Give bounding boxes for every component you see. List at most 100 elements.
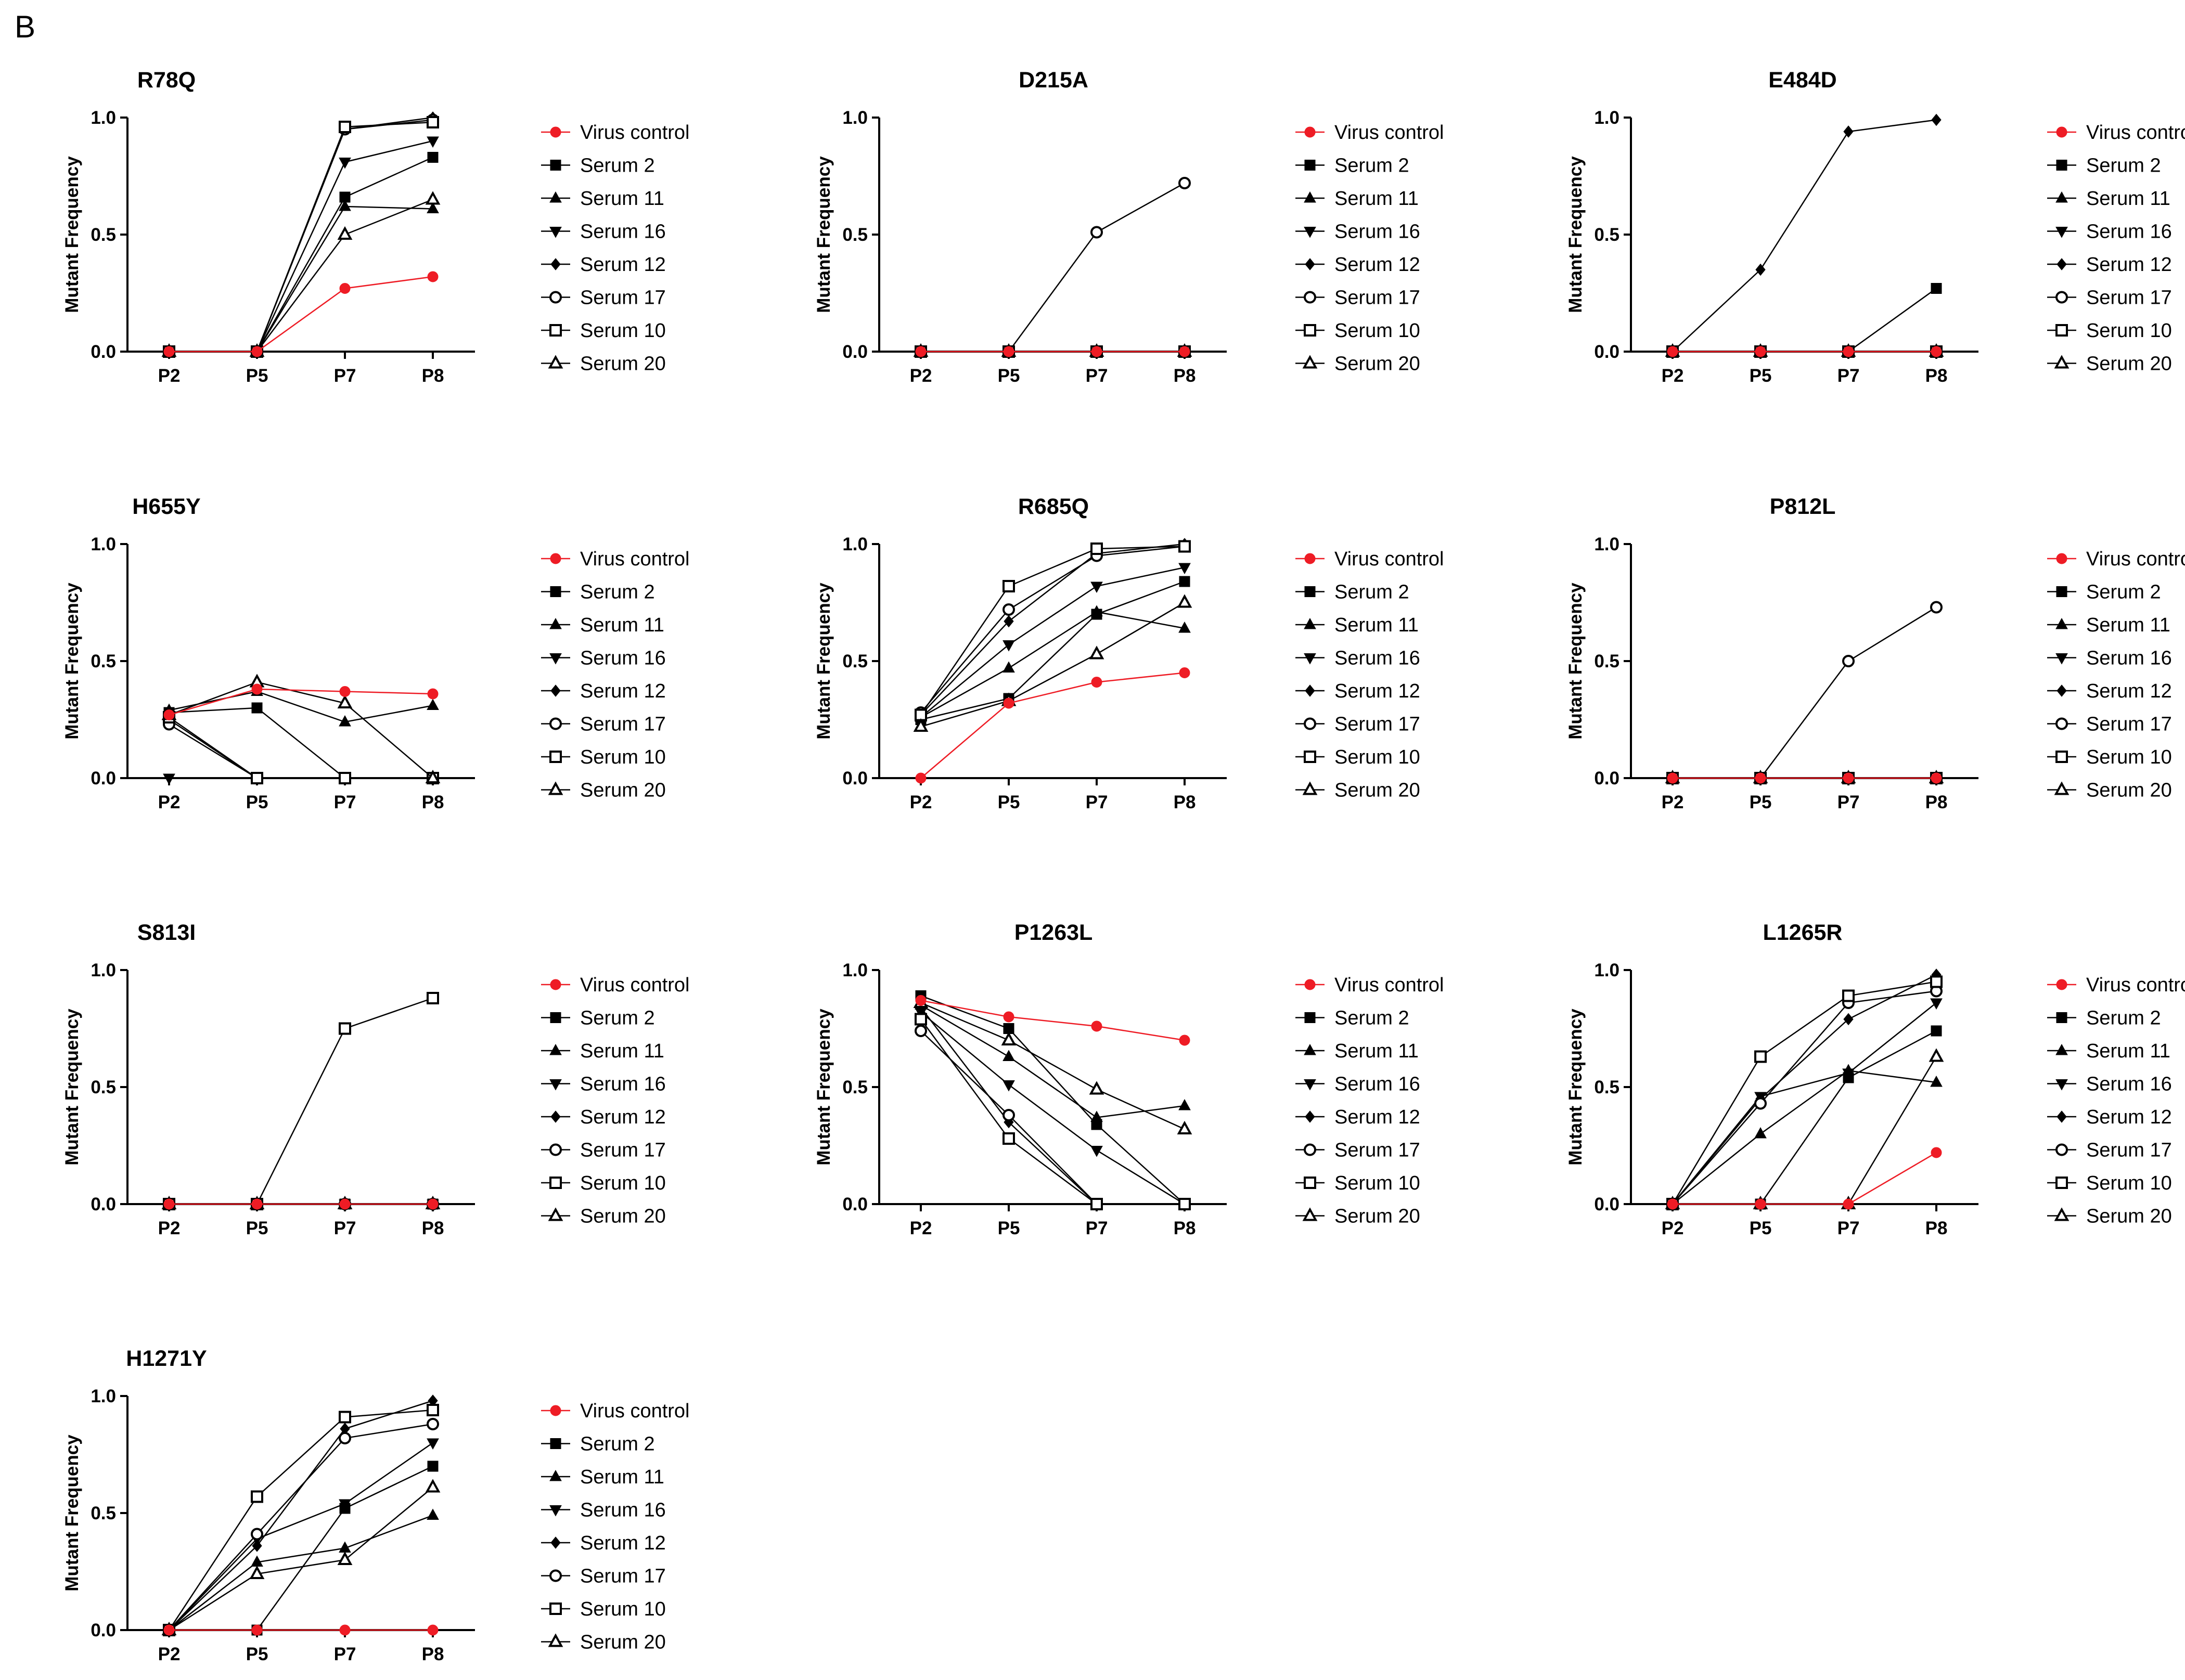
legend: Virus control Serum 2 Serum 11 Serum 16 Seru… [2047, 548, 2185, 802]
data-point [1177, 1120, 1192, 1134]
data-point [1003, 1011, 1014, 1023]
data-point [163, 1198, 175, 1210]
legend-marker [1304, 653, 1316, 665]
series-serum-11 [163, 1508, 439, 1635]
y-tick-label: 0.5 [842, 1077, 868, 1097]
series-line [920, 543, 1185, 716]
legend-label: Serum 20 [580, 1206, 666, 1227]
data-point [1755, 772, 1766, 784]
legend-label: Serum 16 [580, 1500, 666, 1521]
legend-item: Serum 17 [2047, 714, 2172, 735]
legend-marker [2055, 191, 2068, 203]
series-virus-control [1667, 772, 1942, 784]
series-virus-control [915, 995, 1190, 1046]
series-line [169, 723, 433, 779]
chart-title: R685Q [1018, 494, 1089, 519]
data-point [1002, 1080, 1015, 1092]
legend-item: Serum 17 [541, 1140, 666, 1161]
x-tick-label: P8 [422, 792, 444, 812]
series-line [169, 1442, 433, 1631]
legend-label: Serum 20 [580, 780, 666, 802]
data-point [1090, 226, 1103, 239]
series-line [920, 580, 1185, 720]
series-line [1673, 606, 1937, 779]
data-point [1090, 542, 1103, 555]
legend-label: Virus control [580, 548, 690, 570]
series-line [920, 611, 1185, 718]
data-point [1002, 1109, 1015, 1121]
y-tick-label: 1.0 [91, 108, 116, 128]
legend-label: Serum 17 [580, 714, 666, 735]
legend-label: Serum 10 [2086, 320, 2172, 342]
legend-item: Serum 12 [1295, 1106, 1420, 1128]
legend-label: Serum 17 [580, 287, 666, 309]
legend-marker [2055, 227, 2068, 238]
legend-marker [550, 979, 561, 990]
data-point [1002, 661, 1015, 673]
legend-marker [2057, 1110, 2067, 1123]
data-point [1002, 603, 1015, 616]
series-line [920, 546, 1185, 713]
data-point [427, 1624, 439, 1636]
legend-marker [2056, 126, 2067, 138]
legend-marker [548, 1633, 563, 1647]
data-point [1004, 615, 1014, 628]
legend-item: Serum 16 [2047, 221, 2172, 243]
x-tick-label: P2 [910, 1218, 932, 1238]
legend-marker [1304, 1177, 1316, 1189]
series-line [920, 995, 1185, 1205]
x-tick-label: P8 [422, 366, 444, 386]
legend-item: Serum 10 [1295, 1172, 1420, 1194]
data-point [1930, 1075, 1943, 1087]
data-point [1091, 346, 1102, 357]
x-tick-label: P5 [998, 1218, 1020, 1238]
legend: Virus control Serum 2 Serum 11 Serum 16 Seru… [541, 1400, 690, 1653]
series-serum-20 [913, 994, 1192, 1134]
series-serum-16 [163, 136, 439, 359]
y-tick-label: 1.0 [1594, 960, 1620, 980]
series-serum-12 [164, 1394, 438, 1636]
series-line [1673, 1030, 1937, 1205]
legend-label: Serum 11 [2086, 1040, 2170, 1062]
legend-label: Serum 2 [2086, 155, 2161, 177]
data-point [1090, 1198, 1103, 1210]
legend-label: Serum 11 [1334, 188, 1419, 210]
series-line [920, 1007, 1185, 1205]
legend-marker [1302, 1207, 1318, 1221]
data-point [427, 1418, 439, 1430]
legend-label: Serum 2 [1334, 1007, 1409, 1029]
legend-marker [1304, 751, 1316, 763]
legend-item: Serum 16 [2047, 648, 2172, 669]
data-point [425, 1479, 441, 1493]
legend-label: Serum 10 [2086, 746, 2172, 768]
legend-item: Serum 2 [1295, 1007, 1409, 1029]
data-point [251, 1198, 263, 1210]
legend-label: Serum 12 [1334, 254, 1420, 276]
legend-label: Serum 20 [580, 1632, 666, 1653]
x-tick-label: P5 [246, 366, 268, 386]
legend-label: Serum 12 [2086, 1106, 2172, 1128]
x-tick-label: P2 [910, 792, 932, 812]
data-point [1178, 1099, 1191, 1110]
legend-item: Serum 12 [541, 680, 666, 702]
data-point [1842, 989, 1855, 1002]
data-point [915, 346, 927, 357]
chart-l1265r: L1265R Mutant Frequency 0.0 0.5 1.0 P2 P5 P7 P8 V… [1565, 920, 2185, 1238]
legend: Virus control Serum 2 Serum 11 Serum 16 Seru… [2047, 974, 2185, 1227]
legend-marker [1302, 781, 1318, 795]
series-line [169, 707, 433, 779]
series-line [1673, 1056, 1937, 1205]
legend-marker [2056, 586, 2067, 597]
legend-item: Serum 20 [2047, 780, 2172, 802]
series-serum-16 [1666, 998, 1943, 1211]
y-tick-label: 1.0 [91, 534, 116, 554]
legend-label: Serum 2 [1334, 155, 1409, 177]
legend-item: Serum 20 [2047, 1206, 2172, 1227]
legend-item: Serum 16 [541, 221, 666, 243]
series-line [1672, 974, 1937, 1205]
x-tick-label: P8 [1174, 366, 1196, 386]
legend-marker [2055, 1043, 2068, 1055]
legend-marker [1304, 160, 1316, 171]
x-tick-label: P2 [1662, 366, 1684, 386]
legend-label: Serum 20 [1334, 780, 1420, 802]
